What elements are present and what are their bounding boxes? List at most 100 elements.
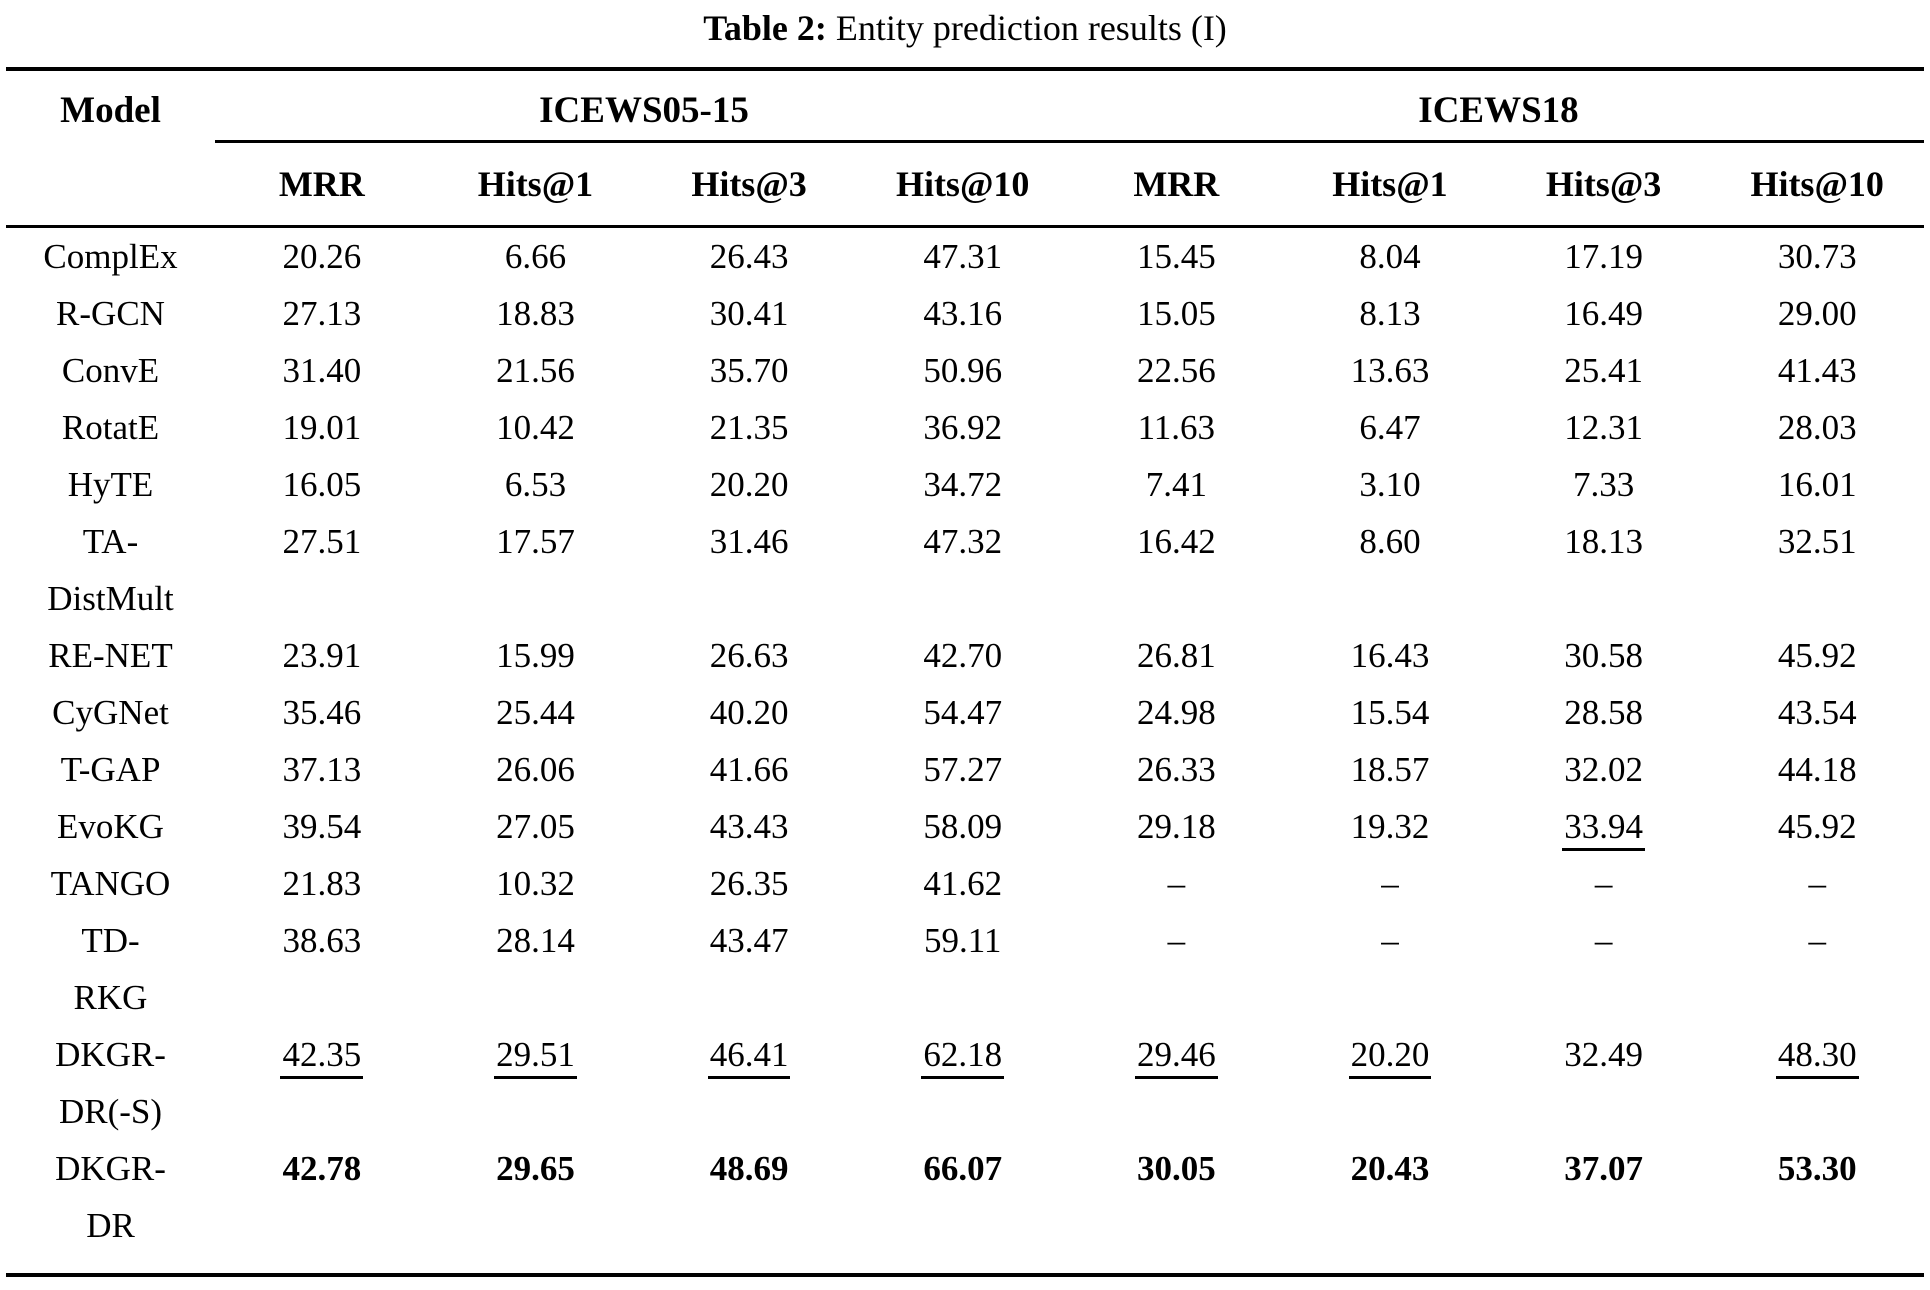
metric-header-icews18-hits3: Hits@3 (1545, 164, 1662, 204)
value-cell: 62.18 (856, 1026, 1070, 1140)
value-cell: 18.13 (1564, 522, 1643, 561)
metric-header-icews05-15-hits3: Hits@3 (691, 164, 807, 204)
value-cell: 32.51 (1777, 522, 1857, 561)
value-cell: 18.57 (1350, 750, 1430, 789)
model-name: TD- RKG (6, 912, 215, 1026)
value-cell: – (1167, 864, 1186, 903)
value-cell: – (1381, 921, 1399, 960)
model-name-line: RE-NET (48, 636, 173, 675)
value-cell: 29.65 (496, 1149, 575, 1188)
value-cell: 10.42 (496, 408, 575, 447)
model-name: ComplEx (6, 228, 215, 285)
value-cell: 21.56 (496, 351, 575, 390)
model-name: T-GAP (6, 741, 215, 798)
value-cell: 17.57 (496, 522, 575, 561)
value-cell: 44.18 (1777, 750, 1857, 789)
value-cell: 6.53 (504, 465, 567, 504)
value-cell: 58.09 (923, 807, 1003, 846)
underlined-value: 48.30 (1775, 1035, 1859, 1080)
model-name-line: CyGNet (52, 693, 169, 732)
table-caption-number: Table 2: (703, 8, 827, 48)
model-name-line: EvoKG (57, 807, 164, 846)
metric-header-icews05-15-hits10: Hits@10 (895, 164, 1030, 204)
group-header-icews18: ICEWS18 (1418, 90, 1579, 131)
value-cell: 37.07 (1564, 1149, 1643, 1188)
value-cell: – (1594, 864, 1613, 903)
model-name: HyTE (6, 456, 215, 513)
value-cell: 20.20 (1283, 1026, 1497, 1140)
value-cell: 12.31 (1564, 408, 1643, 447)
underlined-value: 29.46 (1134, 1035, 1218, 1080)
value-cell: 30.41 (709, 294, 789, 333)
value-cell: 19.01 (282, 408, 362, 447)
model-name-line: DKGR- (55, 1035, 166, 1074)
value-cell: 11.63 (1137, 408, 1216, 447)
metric-header-icews18-mrr: MRR (1133, 164, 1220, 204)
value-cell: 7.41 (1145, 465, 1207, 504)
value-cell: 20.20 (709, 465, 789, 504)
model-name: TANGO (6, 855, 215, 912)
rule-top (6, 67, 1924, 71)
value-cell: 6.66 (504, 237, 567, 276)
table-caption-text: Entity prediction results (I) (826, 8, 1227, 48)
underlined-value: 29.51 (494, 1035, 577, 1080)
value-cell: 15.05 (1136, 294, 1216, 333)
metric-header-row: MRR Hits@1 Hits@3 Hits@10 MRR Hits@1 Hits@3 Hit… (6, 143, 1924, 225)
value-cell: 15.99 (496, 636, 575, 675)
model-name: ConvE (6, 342, 215, 399)
underlined-value: 46.41 (707, 1035, 791, 1080)
value-cell: 53.30 (1777, 1149, 1857, 1188)
metric-header-icews18-hits10: Hits@10 (1750, 164, 1884, 204)
value-cell: 6.47 (1359, 408, 1421, 447)
table-caption: Table 2: Entity prediction results (I) (0, 6, 1930, 50)
value-cell: 48.69 (709, 1149, 789, 1188)
value-cell: – (1808, 864, 1826, 903)
model-name: RotatE (6, 399, 215, 456)
value-cell: 40.20 (709, 693, 789, 732)
value-cell: 39.54 (282, 807, 362, 846)
value-cell: 41.43 (1777, 351, 1857, 390)
value-cell: 20.43 (1350, 1149, 1430, 1188)
value-cell: 22.56 (1136, 351, 1216, 390)
value-cell: 47.31 (923, 237, 1003, 276)
value-cell: 45.92 (1777, 807, 1857, 846)
value-cell: 48.30 (1710, 1026, 1924, 1140)
value-cell: 26.81 (1136, 636, 1216, 675)
value-cell: 43.47 (709, 921, 789, 960)
value-cell: – (1594, 921, 1613, 960)
model-name-line: ComplEx (43, 237, 178, 276)
model-name-line: HyTE (67, 465, 154, 504)
rule-under-group-headers (215, 140, 1924, 143)
value-cell: 57.27 (923, 750, 1003, 789)
value-cell: 23.91 (282, 636, 362, 675)
value-cell: 50.96 (923, 351, 1003, 390)
column-header-model: Model (60, 90, 161, 131)
metric-header-icews05-15-hits1: Hits@1 (477, 164, 594, 204)
model-name: TA- DistMult (6, 513, 215, 627)
value-cell: 30.05 (1136, 1149, 1216, 1188)
value-cell: 10.32 (496, 864, 575, 903)
value-cell: 21.83 (282, 864, 362, 903)
value-cell: 8.04 (1359, 237, 1421, 276)
value-cell: 41.66 (709, 750, 789, 789)
value-cell: 27.05 (496, 807, 575, 846)
value-cell: 25.41 (1564, 351, 1643, 390)
value-cell: 45.92 (1777, 636, 1857, 675)
value-cell: 34.72 (923, 465, 1003, 504)
value-cell: 54.47 (923, 693, 1003, 732)
value-cell: 30.73 (1777, 237, 1857, 276)
value-cell: 38.63 (282, 921, 362, 960)
value-cell: 16.43 (1350, 636, 1430, 675)
model-name: EvoKG (6, 798, 215, 855)
value-cell: 28.58 (1564, 693, 1643, 732)
group-header-icews05-15: ICEWS05-15 (539, 90, 749, 131)
value-cell: 25.44 (496, 693, 575, 732)
metric-header-icews18-hits1: Hits@1 (1332, 164, 1448, 204)
value-cell: 16.49 (1564, 294, 1643, 333)
model-name: CyGNet (6, 684, 215, 741)
value-cell: 26.63 (709, 636, 789, 675)
underlined-value: 20.20 (1348, 1035, 1432, 1080)
value-cell: 29.51 (429, 1026, 643, 1140)
value-cell: 31.46 (709, 522, 789, 561)
